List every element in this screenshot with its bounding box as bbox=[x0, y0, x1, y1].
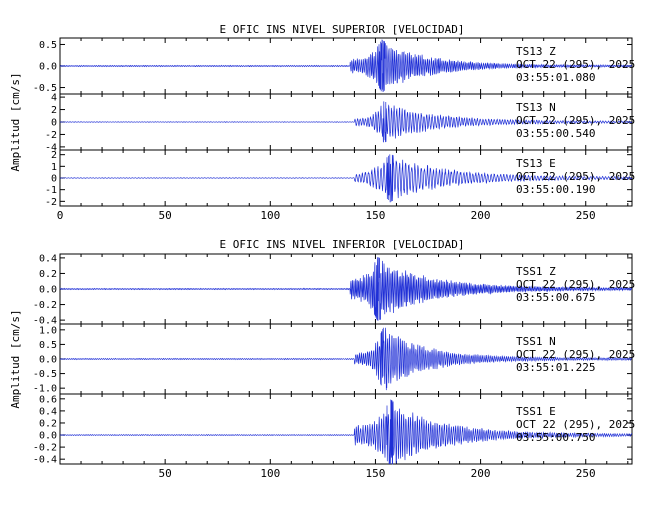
y-tick-label: 0.4 bbox=[39, 253, 57, 264]
waveform-trace bbox=[59, 154, 633, 203]
y-tick-label: 0.0 bbox=[39, 285, 57, 296]
station-label: TS13 E bbox=[516, 157, 556, 170]
y-tick-label: -1 bbox=[45, 185, 57, 196]
y-tick-label: 4 bbox=[51, 93, 57, 104]
y-tick-label: 1 bbox=[51, 162, 57, 173]
y-tick-label: -1.0 bbox=[33, 384, 57, 395]
y-tick-label: 0.6 bbox=[39, 394, 57, 405]
station-time: 03:55:00.190 bbox=[516, 183, 595, 196]
x-tick-label: 50 bbox=[159, 209, 172, 222]
station-label: TS13 Z bbox=[516, 45, 556, 58]
y-tick-label: 0 bbox=[51, 174, 57, 185]
x-tick-label: 200 bbox=[471, 209, 491, 222]
y-tick-label: 0.0 bbox=[39, 355, 57, 366]
y-tick-label: -0.2 bbox=[33, 443, 57, 454]
waveform-trace bbox=[59, 257, 633, 321]
x-tick-label: 100 bbox=[260, 467, 280, 480]
y-tick-label: 0 bbox=[51, 118, 57, 129]
y-axis-label: Amplitud [cm/s] bbox=[9, 309, 22, 408]
x-tick-label: 250 bbox=[576, 209, 596, 222]
x-tick-label: 100 bbox=[260, 209, 280, 222]
y-axis-label: Amplitud [cm/s] bbox=[9, 72, 22, 171]
y-tick-label: -0.4 bbox=[33, 455, 57, 466]
y-tick-label: 0.5 bbox=[39, 340, 57, 351]
station-label: TSS1 Z bbox=[516, 265, 556, 278]
chart-title: E OFIC INS NIVEL SUPERIOR [VELOCIDAD] bbox=[219, 23, 464, 36]
waveform-trace bbox=[59, 327, 633, 391]
y-tick-label: 0.0 bbox=[39, 431, 57, 442]
station-date: OCT 22 (295), 2025 bbox=[516, 114, 635, 127]
y-tick-label: 0.5 bbox=[39, 40, 57, 51]
y-tick-label: 0.0 bbox=[39, 62, 57, 73]
station-time: 03:55:00.540 bbox=[516, 127, 595, 140]
waveform-trace bbox=[59, 399, 633, 465]
station-date: OCT 22 (295), 2025 bbox=[516, 170, 635, 183]
x-tick-label: 0 bbox=[57, 209, 64, 222]
y-tick-label: 0.2 bbox=[39, 418, 57, 429]
waveform-trace bbox=[59, 39, 633, 92]
y-tick-label: -0.4 bbox=[33, 316, 57, 327]
x-tick-label: 50 bbox=[159, 467, 172, 480]
y-tick-label: 0.4 bbox=[39, 406, 57, 417]
y-tick-label: -4 bbox=[45, 142, 57, 153]
y-tick-label: -0.2 bbox=[33, 300, 57, 311]
station-label: TS13 N bbox=[516, 101, 556, 114]
chart-title: E OFIC INS NIVEL INFERIOR [VELOCIDAD] bbox=[219, 238, 464, 251]
trace-panel-frame bbox=[59, 393, 633, 465]
station-date: OCT 22 (295), 2025 bbox=[516, 58, 635, 71]
station-time: 03:55:01.080 bbox=[516, 71, 595, 84]
x-tick-label: 200 bbox=[471, 467, 491, 480]
y-tick-label: 1.0 bbox=[39, 325, 57, 336]
y-tick-label: -2 bbox=[45, 197, 57, 208]
station-label: TSS1 E bbox=[516, 405, 556, 418]
x-tick-label: 150 bbox=[366, 467, 386, 480]
y-tick-label: -2 bbox=[45, 130, 57, 141]
y-tick-label: -0.5 bbox=[33, 369, 57, 380]
waveform-trace bbox=[59, 101, 633, 143]
y-tick-label: 2 bbox=[51, 105, 57, 116]
station-time: 03:55:00.750 bbox=[516, 431, 595, 444]
x-tick-label: 150 bbox=[366, 209, 386, 222]
x-tick-label: 250 bbox=[576, 467, 596, 480]
station-label: TSS1 N bbox=[516, 335, 556, 348]
station-date: OCT 22 (295), 2025 bbox=[516, 418, 635, 431]
station-time: 03:55:01.225 bbox=[516, 361, 595, 374]
station-date: OCT 22 (295), 2025 bbox=[516, 278, 635, 291]
station-time: 03:55:00.675 bbox=[516, 291, 595, 304]
y-tick-label: 0.2 bbox=[39, 269, 57, 280]
y-tick-label: 2 bbox=[51, 150, 57, 161]
station-date: OCT 22 (295), 2025 bbox=[516, 348, 635, 361]
y-tick-label: -0.5 bbox=[33, 83, 57, 94]
